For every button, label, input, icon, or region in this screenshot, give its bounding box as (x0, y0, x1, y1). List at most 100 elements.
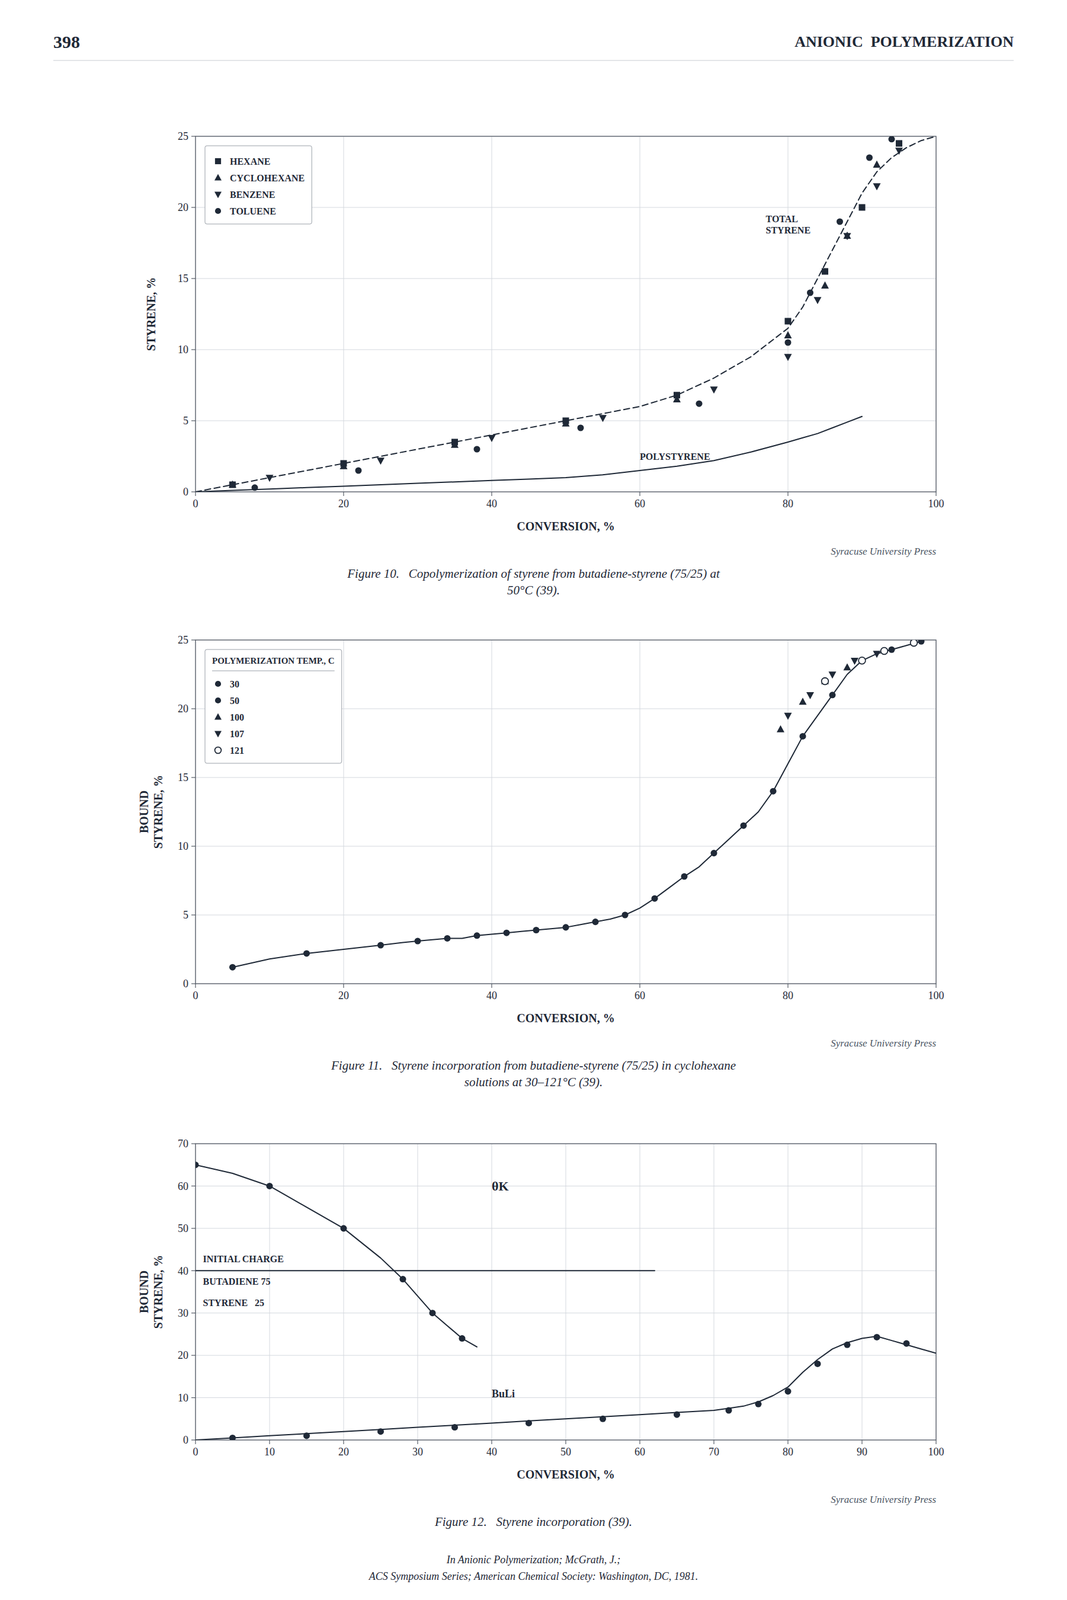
tick-label-y: 15 (177, 771, 189, 784)
grid-line-x (491, 639, 493, 984)
text-line: STYRENE, % (151, 1254, 165, 1329)
tick-y (191, 1312, 196, 1313)
tick-label-x: 20 (338, 989, 349, 1002)
data-point (303, 1431, 310, 1439)
legend-label: 121 (229, 745, 245, 756)
data-point (828, 691, 836, 698)
y-axis-label: BOUNDSTYRENE, % (137, 774, 165, 849)
data-point (880, 647, 889, 655)
grid-line-x (343, 1143, 345, 1440)
data-point (673, 1411, 681, 1418)
grid-line-x (417, 1143, 419, 1440)
legend-label: 50 (229, 695, 240, 706)
tick-label-y: 10 (177, 1391, 189, 1404)
annotation: POLYSTYRENE (639, 451, 711, 462)
tick-label-y: 15 (177, 272, 189, 285)
grid-line-x (565, 1143, 567, 1440)
grid-line-x (639, 639, 641, 984)
data-point (888, 136, 895, 143)
series-line (195, 136, 937, 492)
legend-box (204, 145, 312, 224)
tick-x (194, 983, 196, 988)
series-points (784, 650, 881, 720)
grid-line-y (195, 1227, 937, 1229)
footer-text: In Anionic Polymerization; McGrath, J.; (446, 1553, 621, 1566)
data-point (873, 160, 881, 168)
tick-label-y: 0 (183, 485, 189, 498)
grid-line-y (195, 1354, 937, 1356)
series-line (195, 1269, 655, 1271)
data-point (525, 1419, 533, 1427)
data-point (376, 457, 385, 465)
annotation: BUTADIENE 75 (203, 1276, 271, 1287)
tick-y (191, 776, 196, 778)
grid-line-y (195, 777, 937, 778)
series-points (821, 639, 918, 685)
tick-label-x: 10 (264, 1445, 275, 1458)
series-points (229, 139, 903, 488)
tick-x (268, 1439, 270, 1444)
tick-y (191, 982, 196, 984)
data-point (377, 1427, 384, 1435)
data-point (866, 154, 873, 161)
tick-y (191, 1185, 196, 1187)
grid-line-x (787, 136, 789, 492)
data-point (562, 923, 569, 931)
caption: Figure 12. Styrene incorporation (39). (434, 1514, 633, 1529)
series-points (229, 1333, 911, 1440)
tick-label-y: 5 (183, 908, 189, 921)
series-line (195, 416, 863, 492)
data-point (599, 1415, 607, 1422)
data-point (784, 317, 791, 325)
axes: 0204060801000510152025 (177, 633, 945, 1002)
grid-line-y (195, 1312, 937, 1313)
data-point (532, 926, 540, 934)
chart: 0204060801000510152025POLYMERIZATION TEM… (137, 633, 944, 1089)
tick-label-x: 20 (338, 497, 349, 510)
legend-label: TOLUENE (229, 206, 277, 217)
tick-label-x: 60 (634, 1445, 646, 1458)
legend-label: 100 (229, 712, 245, 723)
data-point (784, 712, 793, 720)
legend-label: HEXANE (229, 156, 271, 167)
data-point (784, 1387, 791, 1395)
data-point (784, 353, 793, 361)
data-point (229, 963, 236, 971)
tick-y (191, 1270, 196, 1271)
tick-label-y: 20 (177, 201, 189, 214)
legend-title: POLYMERIZATION TEMP., C (212, 655, 335, 666)
tick-x (639, 983, 640, 988)
data-point (673, 395, 681, 403)
tick-label-x: 40 (486, 497, 498, 510)
background (0, 0, 1067, 1600)
caption: 50°C (39). (507, 582, 560, 598)
legend-marker (214, 731, 222, 738)
grid-line-y (195, 349, 937, 351)
legend-marker (215, 747, 222, 754)
data-point (895, 147, 903, 155)
data-point (821, 676, 829, 684)
plot-frame (195, 1143, 937, 1440)
data-point (888, 646, 895, 653)
series-points (228, 160, 881, 488)
series-line (195, 1164, 477, 1347)
tick-label-x: 60 (634, 989, 646, 1002)
tick-x (787, 1439, 788, 1444)
data-layer (195, 136, 937, 492)
text-line: TOTAL (766, 213, 799, 224)
data-point (195, 1161, 200, 1168)
data-point (340, 1224, 347, 1232)
data-point (229, 1434, 236, 1440)
plot-area (195, 1143, 937, 1440)
tick-x (491, 983, 492, 988)
tick-label-y: 25 (177, 633, 189, 646)
tick-label-y: 0 (183, 1433, 189, 1446)
tick-y (191, 420, 196, 421)
tick-label-y: 10 (177, 840, 189, 852)
tick-y (191, 845, 196, 847)
data-point (850, 657, 859, 665)
annotations: INITIAL CHARGEBUTADIENE 75STYRENE 25BuLi… (203, 1178, 516, 1400)
legend-marker (215, 158, 221, 165)
chart: 0102030405060708090100010203040506070INI… (137, 1137, 944, 1529)
tick-label-y: 5 (183, 414, 189, 427)
